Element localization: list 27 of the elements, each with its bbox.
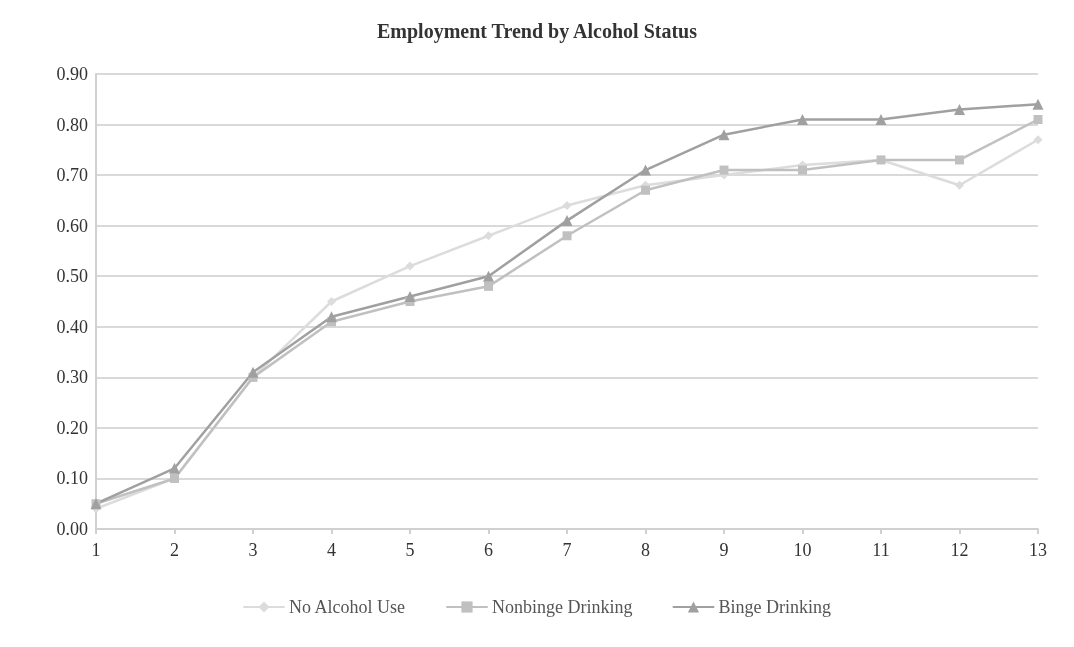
- y-tick-label: 0.20: [56, 417, 88, 438]
- y-tick-label: 0.50: [56, 266, 88, 287]
- y-tick-label: 0.00: [56, 519, 88, 539]
- y-tick-label: 0.80: [56, 114, 88, 135]
- y-tick-label: 0.70: [56, 165, 88, 186]
- x-tick-label: 11: [872, 540, 890, 560]
- y-tick-label: 0.10: [56, 468, 88, 489]
- y-tick-label: 0.60: [56, 215, 88, 236]
- legend-label: Nonbinge Drinking: [492, 597, 633, 617]
- x-tick-label: 1: [91, 540, 101, 560]
- x-tick-label: 12: [950, 540, 969, 560]
- x-tick-label: 6: [484, 540, 493, 560]
- x-tick-label: 2: [170, 540, 179, 560]
- x-tick-label: 5: [405, 540, 415, 560]
- x-tick-label: 13: [1029, 540, 1047, 560]
- x-tick-label: 4: [327, 540, 336, 560]
- x-tick-label: 10: [793, 540, 812, 560]
- y-tick-label: 0.90: [56, 64, 88, 84]
- x-tick-label: 8: [641, 540, 650, 560]
- y-tick-label: 0.40: [56, 316, 88, 337]
- x-tick-label: 9: [719, 540, 729, 560]
- chart-title: Employment Trend by Alcohol Status: [376, 20, 698, 43]
- y-tick-label: 0.30: [56, 367, 88, 388]
- x-tick-label: 7: [562, 540, 572, 560]
- x-tick-label: 3: [248, 540, 258, 560]
- legend-label: No Alcohol Use: [289, 597, 406, 617]
- legend-label: Binge Drinking: [718, 597, 831, 617]
